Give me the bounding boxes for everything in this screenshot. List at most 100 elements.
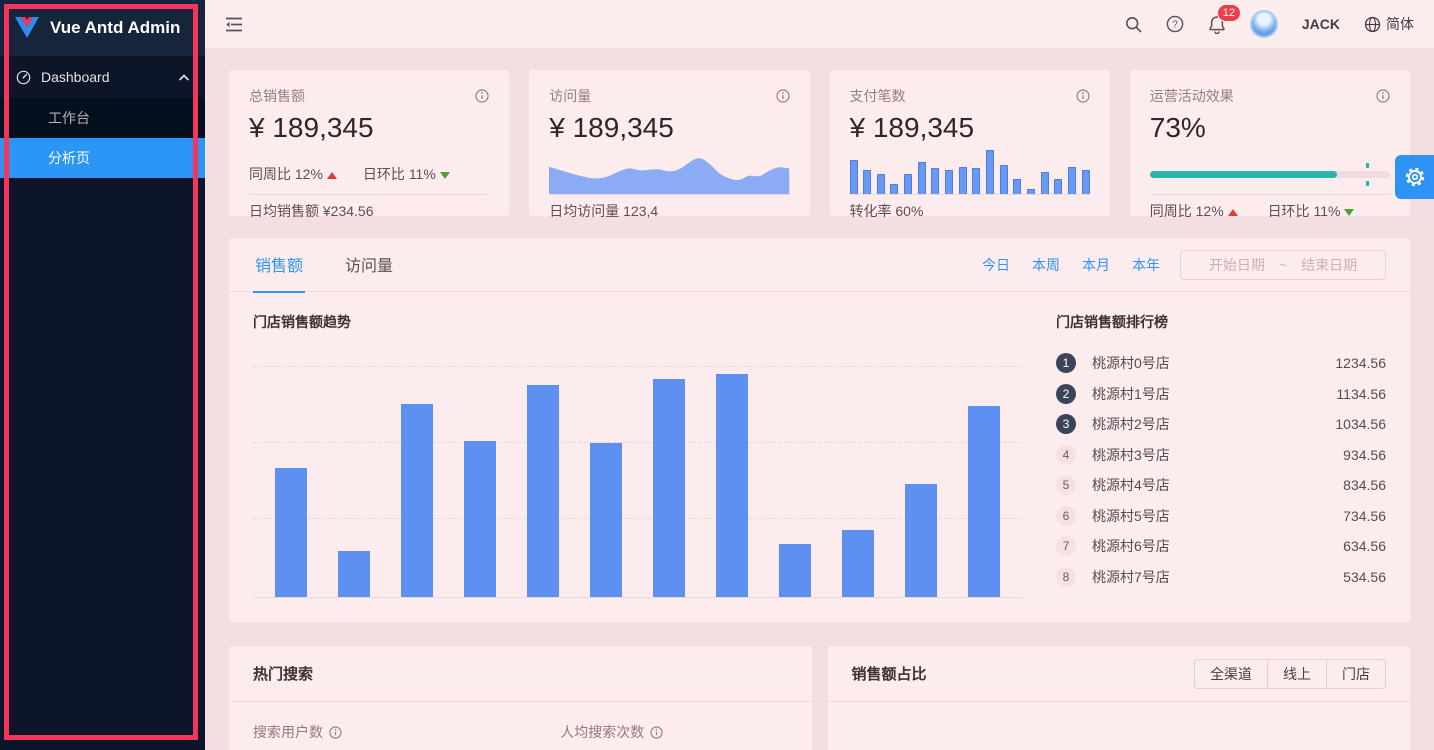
store-value: 1134.56 xyxy=(1336,385,1386,402)
ranking-row: 2 桃源村1号店 1134.56 xyxy=(1056,379,1386,410)
info-icon[interactable] xyxy=(1376,89,1390,103)
sales-trend-bar xyxy=(779,544,812,597)
trend-chart-title: 门店销售额趋势 xyxy=(253,314,351,330)
payments-bar xyxy=(876,174,885,194)
payments-bar xyxy=(849,160,858,194)
app-title: Vue Antd Admin xyxy=(50,18,181,37)
settings-button[interactable] xyxy=(1395,155,1434,199)
rank-badge: 5 xyxy=(1056,475,1076,496)
language-switcher[interactable]: 简体 xyxy=(1364,14,1414,34)
sales-trend-bar-chart xyxy=(253,350,1022,598)
chevron-up-icon xyxy=(179,73,189,81)
stat-footer: 转化率 60% xyxy=(849,203,924,219)
user-name[interactable]: JACK xyxy=(1301,16,1340,32)
globe-icon xyxy=(1364,16,1381,32)
payments-bar xyxy=(986,150,995,194)
stat-title: 支付笔数 xyxy=(849,88,906,104)
tab-销售额[interactable]: 销售额 xyxy=(253,237,306,293)
app-logo[interactable]: Vue Antd Admin xyxy=(0,0,205,56)
channel-button-线上[interactable]: 线上 xyxy=(1267,658,1327,689)
sales-trend-bar xyxy=(274,468,307,597)
ranking-row: 4 桃源村3号店 934.56 xyxy=(1056,440,1386,471)
store-name: 桃源村0号店 xyxy=(1092,355,1170,372)
channel-button-group: 全渠道 线上 门店 xyxy=(1194,658,1386,689)
store-value: 734.56 xyxy=(1343,507,1386,524)
trend-day: 日环比 11% xyxy=(1268,203,1355,219)
info-icon[interactable] xyxy=(650,725,663,739)
sidebar-submenu: 工作台 分析页 xyxy=(0,98,205,178)
trend-down-icon xyxy=(439,172,450,179)
sales-trend-bar xyxy=(337,551,370,597)
help-icon[interactable]: ? xyxy=(1166,15,1184,33)
trend-up-icon xyxy=(1227,209,1238,216)
date-start-input[interactable]: 开始日期 xyxy=(1208,256,1265,273)
store-name: 桃源村4号店 xyxy=(1092,477,1170,494)
sidebar-subitem-工作台[interactable]: 工作台 xyxy=(0,98,205,138)
store-name: 桃源村7号店 xyxy=(1092,568,1170,585)
info-icon[interactable] xyxy=(329,725,342,739)
search-icon[interactable] xyxy=(1125,16,1142,33)
sales-trend-bar xyxy=(716,374,749,597)
payments-bar xyxy=(917,162,926,194)
stat-value: 73% xyxy=(1149,112,1206,143)
stat-footer: 同周比 12% 日环比 11% xyxy=(1150,195,1390,228)
channel-button-门店[interactable]: 门店 xyxy=(1326,658,1386,689)
avatar[interactable] xyxy=(1249,10,1278,38)
info-icon[interactable] xyxy=(775,89,790,103)
rank-badge: 8 xyxy=(1056,566,1076,587)
ranking-row: 1 桃源村0号店 1234.56 xyxy=(1056,348,1386,379)
quick-link-本年[interactable]: 本年 xyxy=(1132,256,1160,273)
stat-card-visits: 访问量 ¥ 189,345 日均访问量 123,4 xyxy=(529,70,810,219)
metric-search-per-user: 人均搜索次数 2.7 71.2 xyxy=(520,722,787,750)
metric-value: 2.7 xyxy=(560,748,596,750)
ranking-row: 5 桃源村4号店 834.56 xyxy=(1056,470,1386,501)
svg-text:?: ? xyxy=(1172,20,1178,31)
ranking-row: 6 桃源村5号店 734.56 xyxy=(1056,501,1386,532)
store-name: 桃源村6号店 xyxy=(1092,538,1170,555)
stat-value: ¥ 189,345 xyxy=(249,112,374,143)
sales-trend-bar xyxy=(463,441,496,597)
payments-bar xyxy=(1013,179,1022,194)
date-range-picker[interactable]: 开始日期 ~ 结束日期 xyxy=(1180,249,1386,280)
dashboard-icon xyxy=(16,70,31,85)
quick-link-今日[interactable]: 今日 xyxy=(982,256,1010,273)
sales-trend-bar xyxy=(589,443,622,597)
visits-area-chart xyxy=(549,158,790,194)
payments-bar xyxy=(999,165,1008,194)
trend-day: 日环比 11% xyxy=(363,164,450,184)
stat-card-payments: 支付笔数 ¥ 189,345 转化率 60% xyxy=(829,70,1110,219)
quick-link-本周[interactable]: 本周 xyxy=(1032,256,1060,273)
payments-bar xyxy=(958,167,967,194)
ranking-row: 7 桃源村6号店 634.56 xyxy=(1056,531,1386,562)
quick-link-本月[interactable]: 本月 xyxy=(1082,256,1110,273)
stat-card-activity: 运营活动效果 73% 同周比 12% 日环比 11% xyxy=(1129,70,1410,219)
metric-search-users: 搜索用户数 12321 71.2 xyxy=(253,722,520,750)
store-value: 634.56 xyxy=(1343,538,1386,555)
info-icon[interactable] xyxy=(475,89,489,103)
info-icon[interactable] xyxy=(1076,89,1090,103)
stat-footer: 日均销售额 ¥234.56 xyxy=(249,203,374,219)
sidebar-item-dashboard[interactable]: Dashboard xyxy=(0,56,205,98)
menu-fold-icon[interactable] xyxy=(225,17,243,32)
sales-trend-bar xyxy=(905,484,938,597)
sales-ranking: 门店销售额排行榜 1 桃源村0号店 1234.56 2 桃源村1号店 1134.56 3 桃源… xyxy=(1056,312,1386,598)
rank-badge: 2 xyxy=(1056,383,1076,404)
sales-tabs-bar: 销售额 访问量 今日 本周 本月 本年 开始日期 ~ 结束日期 xyxy=(229,237,1410,293)
sales-trend-bar xyxy=(968,406,1001,597)
main-content: 总销售额 ¥ 189,345 同周比 12% 日环比 11% 日均销售额 ¥23… xyxy=(205,0,1434,750)
channel-button-全渠道[interactable]: 全渠道 xyxy=(1194,658,1268,689)
tab-访问量[interactable]: 访问量 xyxy=(345,257,394,275)
sales-trend-bar xyxy=(653,379,685,597)
tabs: 销售额 访问量 xyxy=(253,237,433,293)
progress-target-marker xyxy=(1365,163,1369,168)
date-end-input[interactable]: 结束日期 xyxy=(1301,256,1358,273)
payments-bar xyxy=(1040,172,1049,194)
payments-bar xyxy=(863,170,872,194)
stat-title: 运营活动效果 xyxy=(1149,88,1234,104)
store-value: 534.56 xyxy=(1343,568,1386,585)
notifications-bell-icon[interactable]: 12 xyxy=(1208,4,1240,34)
vue-logo-icon xyxy=(14,16,40,40)
metric-value: 12321 xyxy=(253,748,325,750)
sidebar-subitem-分析页[interactable]: 分析页 xyxy=(0,138,205,178)
